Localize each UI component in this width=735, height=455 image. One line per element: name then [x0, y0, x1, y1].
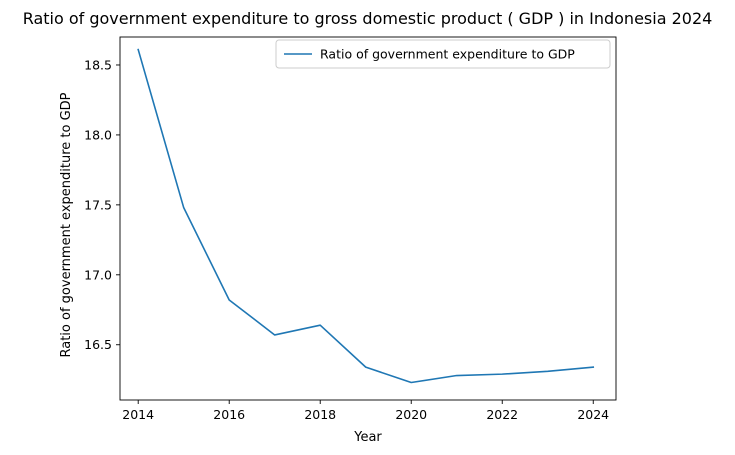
- legend-label: Ratio of government expenditure to GDP: [320, 47, 575, 62]
- y-tick-label: 17.5: [84, 197, 112, 212]
- y-tick-label: 16.5: [84, 337, 112, 352]
- x-axis-label: Year: [353, 430, 382, 445]
- plot-area: 2014 2016 2018 2020 2022 2024 16.5 17.0 17.5 18.0…: [84, 36, 617, 422]
- chart-title: Ratio of government expenditure to gross…: [23, 9, 713, 28]
- legend: Ratio of government expenditure to GDP: [275, 39, 611, 69]
- series-line: [137, 48, 595, 384]
- y-axis-label: Ratio of government expenditure to GDP: [59, 92, 74, 357]
- x-tick-label: 2014: [122, 407, 154, 422]
- x-tick-label: 2018: [304, 407, 336, 422]
- y-tick-label: 18.5: [84, 57, 112, 72]
- axes-frame: [119, 36, 617, 401]
- x-tick-label: 2022: [486, 407, 518, 422]
- x-tick-label: 2020: [395, 407, 427, 422]
- y-tick-label: 17.0: [84, 267, 112, 282]
- legend-box: [275, 39, 611, 69]
- x-tick-label: 2024: [577, 407, 609, 422]
- x-tick-label: 2016: [213, 407, 245, 422]
- y-tick-label: 18.0: [84, 127, 112, 142]
